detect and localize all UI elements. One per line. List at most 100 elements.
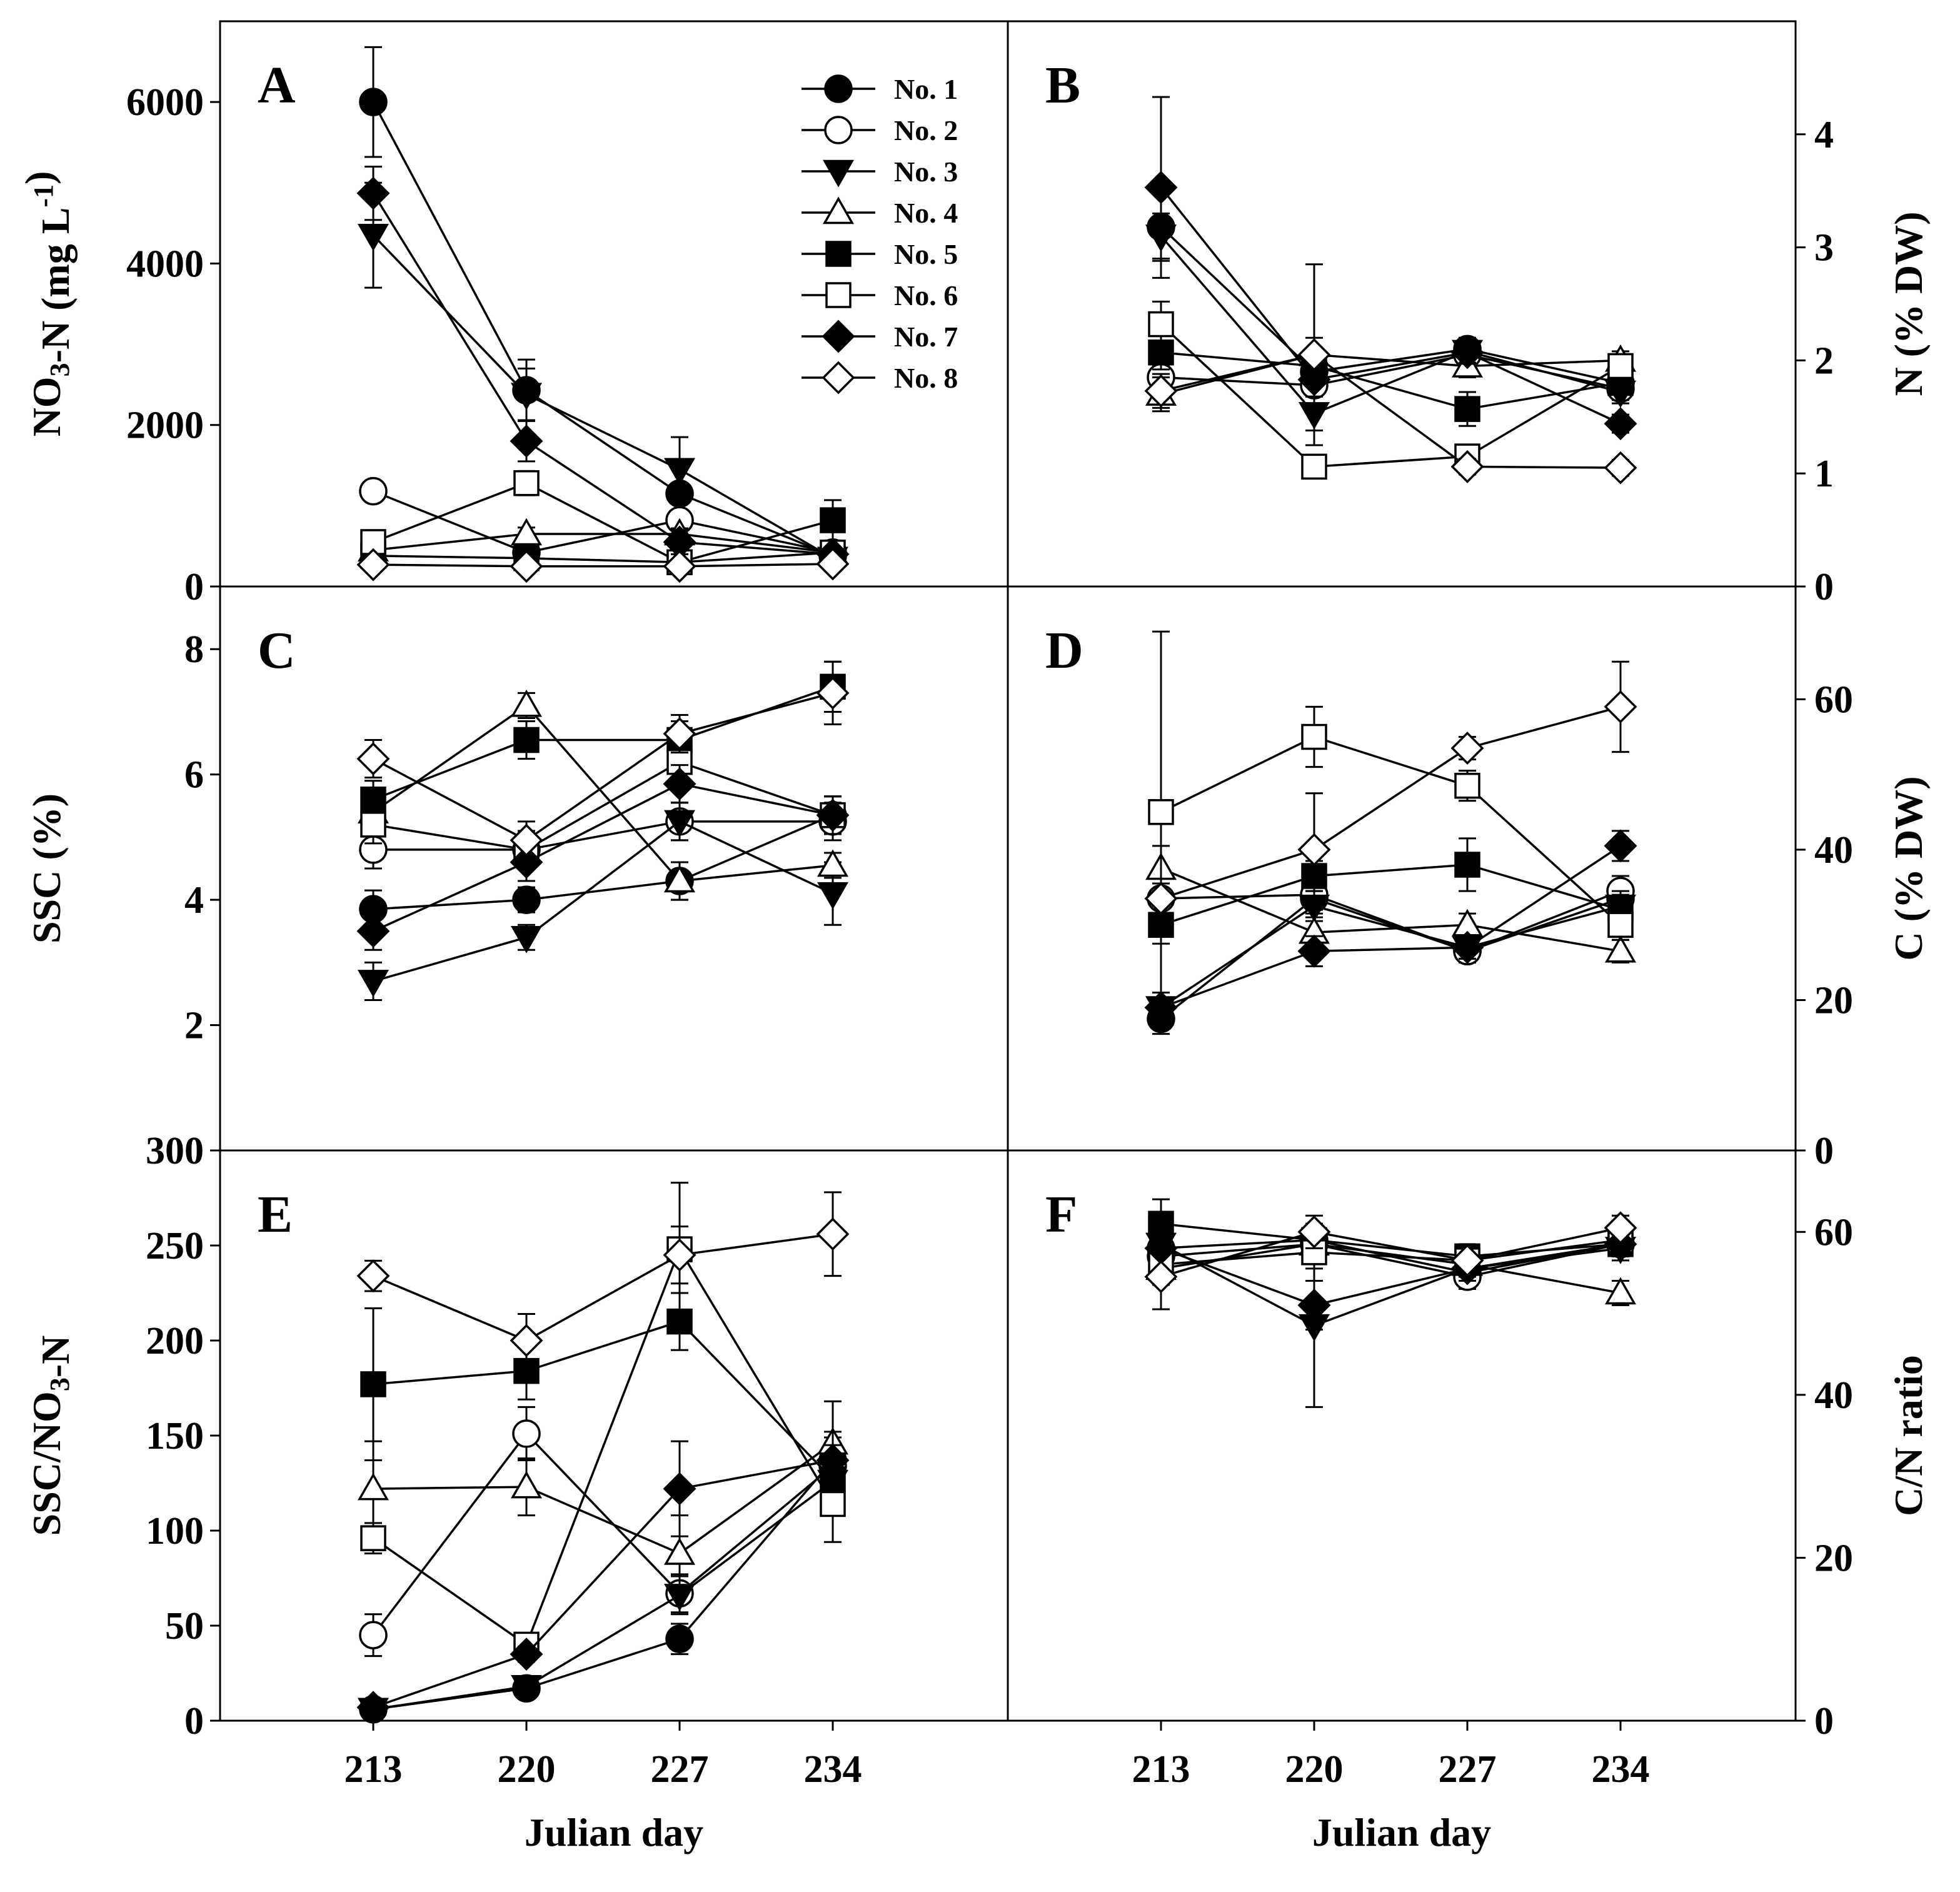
legend-label: No. 6 — [894, 279, 958, 311]
panel-b: 0 1 2 3 4 B N (% DW) — [1007, 20, 1931, 608]
legend-label: No. 2 — [894, 114, 958, 146]
series-line — [373, 820, 833, 983]
series-4 — [357, 689, 849, 901]
x-tick-label: 234 — [804, 1748, 862, 1791]
data-point — [663, 810, 696, 838]
series-6 — [360, 1182, 846, 1658]
data-point — [510, 689, 543, 717]
data-point — [1144, 1260, 1178, 1294]
data-point — [1297, 934, 1331, 968]
data-point — [1450, 336, 1484, 370]
panel-e: 0 50 100 150 200 250 300 213 220 227 234 Julian day… — [24, 1130, 1009, 1854]
series-line — [1160, 863, 1621, 926]
legend-label: No. 5 — [894, 238, 958, 270]
panel-frame — [1007, 20, 1797, 588]
series-3 — [357, 1451, 849, 1726]
series-line — [373, 820, 833, 851]
y-tick-label: 250 — [146, 1225, 204, 1267]
y-axis-title-sub: 3 — [44, 1377, 75, 1391]
data-point — [356, 176, 390, 210]
series-line — [373, 563, 833, 568]
data-point — [1604, 829, 1637, 863]
series-line — [1160, 1239, 1621, 1266]
series-3 — [1145, 890, 1637, 1024]
data-point — [360, 812, 386, 838]
data-point — [1297, 833, 1331, 867]
legend-item: No. 2 — [802, 114, 958, 146]
x-tick-label: 220 — [1285, 1748, 1344, 1791]
series-3 — [1145, 212, 1637, 431]
data-point — [1297, 1289, 1331, 1322]
data-point — [356, 914, 390, 948]
y-tick-label: 50 — [165, 1605, 204, 1648]
data-point — [510, 1471, 543, 1499]
series-2 — [359, 802, 847, 870]
series-8 — [356, 547, 850, 583]
data-point — [356, 548, 390, 581]
legend-marker — [822, 320, 855, 353]
series-line — [373, 814, 833, 910]
series-line — [1160, 867, 1621, 953]
data-point — [356, 1691, 390, 1724]
legend-label: No. 8 — [894, 362, 958, 394]
data-point — [1144, 991, 1178, 1024]
series-7 — [1144, 96, 1637, 441]
data-point — [513, 727, 540, 753]
series-line — [1160, 353, 1621, 396]
y-tick-label: 40 — [1814, 829, 1853, 872]
series-line — [1160, 905, 1621, 1009]
series-line — [373, 704, 833, 882]
series-line — [373, 481, 833, 564]
y-tick-label: 60 — [1814, 1211, 1853, 1254]
data-point — [1144, 374, 1178, 408]
legend-marker — [822, 159, 855, 188]
x-tick-label: 213 — [1132, 1748, 1190, 1791]
panel-letter: D — [1045, 621, 1083, 680]
legend-item: No. 7 — [802, 320, 958, 353]
series-line — [373, 760, 833, 851]
series-8 — [356, 1191, 850, 1369]
panel-frame — [219, 20, 1009, 588]
y-axis-title-part: NO — [24, 376, 69, 436]
data-point — [1297, 338, 1331, 371]
series-7 — [356, 1431, 850, 1724]
y-tick-label: 200 — [146, 1320, 204, 1362]
y-axis-title: C (% DW) — [1886, 776, 1931, 960]
legend-item: No. 5 — [802, 238, 958, 270]
y-axis-title-part: -N (mg — [33, 234, 78, 363]
y-tick-label: 2000 — [126, 405, 204, 447]
data-point — [663, 767, 696, 801]
legend-label: No. 4 — [894, 197, 958, 229]
series-line — [1160, 897, 1621, 1020]
x-tick-label: 213 — [344, 1748, 403, 1791]
series-line — [373, 519, 833, 564]
data-point — [510, 1324, 543, 1357]
data-point — [816, 1217, 850, 1251]
x-tick-label: 227 — [651, 1748, 709, 1791]
data-point — [510, 925, 543, 954]
series-line — [372, 1432, 834, 1636]
data-point — [817, 849, 849, 877]
data-point — [1301, 453, 1327, 480]
data-point — [510, 425, 543, 458]
data-point — [1450, 1244, 1484, 1277]
series-6 — [1148, 630, 1634, 994]
series-4 — [1145, 845, 1637, 964]
data-point — [512, 885, 541, 914]
y-tick-label: 0 — [1814, 1130, 1834, 1172]
panel-letter: F — [1045, 1185, 1077, 1244]
series-line — [373, 685, 833, 801]
data-point — [1148, 311, 1174, 338]
data-point — [360, 1371, 386, 1397]
series-line — [1160, 235, 1621, 415]
series-line — [1160, 1243, 1621, 1327]
x-tick-label: 227 — [1439, 1748, 1497, 1791]
data-point — [817, 882, 849, 910]
data-point — [512, 1419, 541, 1448]
series-1 — [359, 795, 847, 929]
data-point — [1144, 171, 1178, 204]
data-point — [510, 823, 543, 857]
x-tick-label: 234 — [1592, 1748, 1650, 1791]
data-point — [1454, 772, 1480, 799]
data-point — [357, 1472, 389, 1501]
